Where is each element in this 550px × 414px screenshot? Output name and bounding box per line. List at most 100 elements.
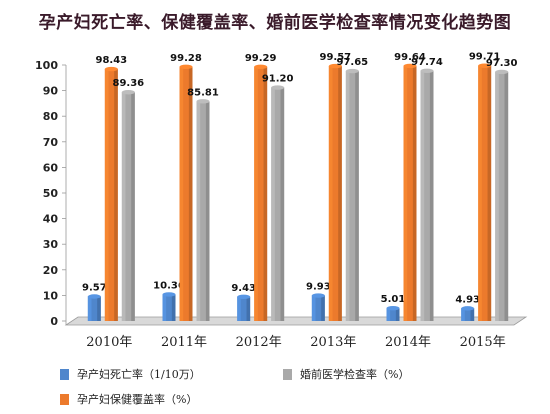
data-label-coverage: 99.71: [469, 52, 501, 63]
bar-top-maternal: [311, 293, 325, 298]
legend-swatch-maternal: [60, 368, 69, 380]
x-tick-label: 2011年: [161, 335, 207, 350]
bar-shadow-premarital: [280, 87, 285, 321]
data-label-coverage: 99.28: [170, 53, 202, 64]
bar-top-maternal: [386, 305, 400, 311]
y-tick-label: 80: [43, 110, 59, 123]
data-label-premarital: 97.30: [486, 58, 518, 69]
bar-highlight-premarital: [420, 70, 425, 321]
bar-shadow-maternal: [171, 294, 176, 321]
data-label-maternal: 9.43: [231, 283, 256, 294]
x-tick-label: 2013年: [310, 335, 356, 350]
bar-highlight-maternal: [461, 308, 465, 321]
data-label-maternal: 4.93: [455, 294, 480, 305]
legend-label-coverage: 孕产妇保健覆盖率（%）: [77, 393, 198, 406]
x-tick-label: 2010年: [86, 335, 132, 350]
y-tick-label: 50: [43, 187, 59, 200]
bar-shadow-maternal: [395, 308, 400, 321]
bar-shadow-premarital: [355, 71, 359, 322]
bar-top-maternal: [87, 294, 101, 299]
bar-shadow-coverage: [188, 66, 193, 321]
bar-highlight-coverage: [403, 65, 408, 321]
data-label-maternal: 5.01: [381, 294, 406, 305]
y-tick-label: 20: [43, 264, 59, 277]
data-label-premarital: 97.65: [337, 57, 369, 68]
data-label-premarital: 89.36: [113, 78, 145, 89]
bar-top-maternal: [461, 306, 475, 311]
bar-top-premarital: [495, 69, 509, 75]
bar-shadow-coverage: [487, 65, 492, 321]
data-label-premarital: 85.81: [187, 87, 219, 98]
bar-highlight-coverage: [254, 66, 258, 321]
bar-shadow-maternal: [321, 295, 325, 321]
bar-shadow-coverage: [263, 66, 268, 321]
bar-top-coverage: [104, 66, 118, 72]
data-label-maternal: 9.57: [82, 283, 107, 294]
bar-shadow-coverage: [338, 66, 342, 321]
data-label-premarital: 97.74: [411, 57, 443, 68]
legend-label-premarital: 婚前医学检查率（%）: [300, 368, 410, 381]
bar-highlight-premarital: [495, 71, 499, 321]
data-label-coverage: 98.43: [96, 55, 128, 66]
x-tick-label: 2015年: [460, 335, 506, 350]
bar-top-maternal: [162, 292, 176, 297]
legend-premarital: 婚前医学检查率（%）: [283, 366, 409, 382]
bar-top-coverage: [254, 64, 268, 70]
bar-highlight-premarital: [121, 92, 126, 321]
bar-top-coverage: [403, 63, 417, 69]
y-tick-label: 10: [43, 289, 59, 302]
bar-highlight-coverage: [328, 66, 333, 321]
x-tick-label: 2012年: [236, 335, 282, 350]
bar-highlight-premarital: [196, 101, 201, 321]
bar-top-maternal: [237, 294, 251, 300]
bar-top-premarital: [121, 90, 135, 95]
bar-shadow-premarital: [504, 71, 509, 321]
bar-top-coverage: [328, 63, 342, 69]
data-label-coverage: 99.64: [394, 52, 426, 63]
data-label-premarital: 91.20: [262, 74, 294, 85]
bar-shadow-coverage: [412, 65, 417, 321]
data-label-coverage: 99.57: [320, 52, 352, 63]
bar-top-premarital: [420, 68, 434, 73]
legend-label-maternal: 孕产妇死亡率（1/10万）: [77, 368, 201, 381]
chart-title: 孕产妇死亡率、保健覆盖率、婚前医学检查率情况变化趋势图: [38, 13, 512, 33]
bar-highlight-coverage: [104, 69, 109, 322]
bar-top-premarital: [196, 99, 210, 104]
bar-highlight-maternal: [386, 308, 391, 321]
bar-shadow-coverage: [114, 69, 118, 322]
data-label-maternal: 10.36: [153, 280, 185, 291]
bar-shadow-premarital: [131, 92, 135, 321]
bar-highlight-maternal: [237, 296, 241, 321]
bar-shadow-premarital: [205, 101, 210, 321]
y-tick-label: 40: [43, 213, 59, 226]
bar-shadow-maternal: [470, 308, 475, 321]
y-tick-label: 90: [43, 85, 59, 98]
bar-highlight-maternal: [311, 295, 316, 321]
y-tick-label: 60: [43, 161, 59, 174]
y-tick-label: 0: [50, 315, 58, 328]
legend-swatch-premarital: [283, 368, 292, 380]
bar-highlight-maternal: [162, 294, 167, 321]
data-label-coverage: 99.29: [245, 53, 277, 64]
bar-highlight-premarital: [345, 71, 350, 322]
bar-highlight-premarital: [271, 87, 275, 321]
legend-maternal: 孕产妇死亡率（1/10万）: [60, 366, 201, 382]
x-tick-label: 2014年: [385, 335, 431, 350]
bar-highlight-maternal: [87, 296, 92, 321]
chart-floor: [64, 316, 528, 326]
bar-shadow-premarital: [429, 70, 434, 321]
legend-swatch-coverage: [60, 393, 69, 405]
bar-shadow-maternal: [246, 296, 251, 321]
bar-top-coverage: [478, 63, 492, 68]
bar-highlight-coverage: [478, 65, 482, 321]
data-label-maternal: 9.93: [306, 282, 331, 293]
y-tick-label: 100: [35, 59, 58, 72]
bar-top-premarital: [345, 68, 359, 74]
bar-highlight-coverage: [179, 66, 184, 321]
y-tick-label: 70: [43, 136, 59, 149]
bar-shadow-maternal: [97, 296, 101, 321]
y-tick-label: 30: [43, 238, 59, 251]
legend-coverage: 孕产妇保健覆盖率（%）: [60, 391, 197, 407]
bar-top-premarital: [271, 85, 285, 90]
